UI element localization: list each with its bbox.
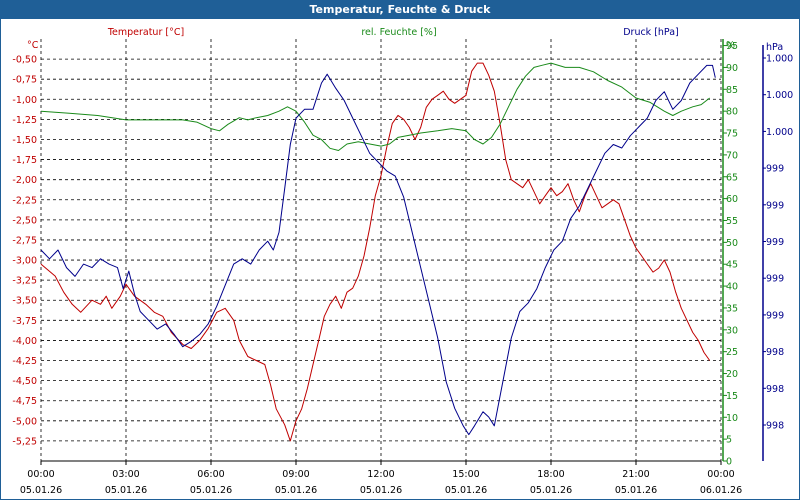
x-tick-date: 05.01.26 — [445, 485, 487, 496]
temperature-tick-label: -1,75 — [12, 155, 37, 166]
humidity-tick-label: 75 — [726, 129, 738, 140]
humidity-tick-label: 35 — [726, 303, 738, 314]
x-tick-time: 03:00 — [112, 469, 139, 480]
pressure-tick-label: 1.000 — [766, 90, 793, 101]
x-tick-date: 05.01.26 — [615, 485, 657, 496]
pressure-tick-label: 999 — [766, 310, 784, 321]
humidity-tick-label: 70 — [726, 150, 738, 161]
pressure-tick-label: 998 — [766, 384, 784, 395]
pressure-series-line — [40, 64, 716, 436]
humidity-tick-label: 40 — [726, 282, 738, 293]
pressure-tick-label: 999 — [766, 164, 784, 175]
humidity-tick-label: 20 — [726, 369, 738, 380]
temperature-tick-label: -2,75 — [12, 235, 37, 246]
x-tick-time: 15:00 — [452, 469, 479, 480]
humidity-unit-label: % — [726, 40, 735, 51]
temperature-series-line — [40, 62, 711, 442]
x-tick-date: 05.01.26 — [105, 485, 147, 496]
humidity-series-line — [40, 62, 711, 151]
temperature-tick-label: -5,25 — [12, 436, 37, 447]
x-tick-date: 05.01.26 — [360, 485, 402, 496]
pressure-tick-label: 1.000 — [766, 54, 793, 65]
humidity-tick-label: 25 — [726, 347, 738, 358]
temperature-tick-label: -3,75 — [12, 316, 37, 327]
temperature-tick-label: -1,50 — [12, 135, 37, 146]
temperature-tick-label: -2,00 — [12, 175, 37, 186]
temperature-tick-label: -1,00 — [12, 95, 37, 106]
x-tick-date: 05.01.26 — [530, 485, 572, 496]
temperature-tick-label: -5,00 — [12, 416, 37, 427]
humidity-tick-label: 90 — [726, 63, 738, 74]
temperature-tick-label: -3,50 — [12, 296, 37, 307]
x-tick-time: 12:00 — [367, 469, 394, 480]
x-tick-time: 06:00 — [197, 469, 224, 480]
temperature-tick-label: -4,25 — [12, 356, 37, 367]
legend-temperature: Temperatur [°C] — [107, 27, 184, 38]
humidity-tick-label: 65 — [726, 172, 738, 183]
humidity-tick-label: 0 — [726, 457, 732, 468]
humidity-tick-label: 50 — [726, 238, 738, 249]
pressure-unit-label: hPa — [766, 42, 783, 53]
temperature-unit-label: °C — [27, 40, 39, 51]
x-tick-date: 06.01.26 — [700, 485, 742, 496]
x-tick-date: 05.01.26 — [20, 485, 62, 496]
temperature-tick-label: -2,25 — [12, 195, 37, 206]
temperature-tick-label: -0,75 — [12, 75, 37, 86]
x-tick-date: 05.01.26 — [275, 485, 317, 496]
temperature-tick-label: -1,25 — [12, 115, 37, 126]
pressure-tick-label: 998 — [766, 421, 784, 432]
x-tick-time: 21:00 — [622, 469, 649, 480]
humidity-tick-label: 5 — [726, 435, 732, 446]
temperature-tick-label: -4,00 — [12, 336, 37, 347]
x-tick-time: 00:00 — [707, 469, 734, 480]
humidity-tick-label: 80 — [726, 107, 738, 118]
pressure-tick-label: 999 — [766, 274, 784, 285]
pressure-tick-label: 999 — [766, 200, 784, 211]
humidity-tick-label: 45 — [726, 260, 738, 271]
temperature-tick-label: -3,25 — [12, 276, 37, 287]
temperature-tick-label: -3,00 — [12, 256, 37, 267]
x-tick-time: 09:00 — [282, 469, 309, 480]
humidity-tick-label: 85 — [726, 85, 738, 96]
humidity-tick-label: 55 — [726, 216, 738, 227]
pressure-tick-label: 999 — [766, 237, 784, 248]
x-tick-time: 00:00 — [27, 469, 54, 480]
temperature-tick-label: -4,50 — [12, 376, 37, 387]
x-tick-time: 18:00 — [537, 469, 564, 480]
temperature-tick-label: -4,75 — [12, 396, 37, 407]
temperature-tick-label: -2,50 — [12, 215, 37, 226]
pressure-tick-label: 1.000 — [766, 127, 793, 138]
x-tick-date: 05.01.26 — [190, 485, 232, 496]
humidity-tick-label: 15 — [726, 391, 738, 402]
temperature-tick-label: -0,50 — [12, 55, 37, 66]
humidity-tick-label: 30 — [726, 325, 738, 336]
humidity-tick-label: 60 — [726, 194, 738, 205]
chart-title: Temperatur, Feuchte & Druck — [1, 1, 799, 19]
legend-humidity: rel. Feuchte [%] — [361, 27, 436, 38]
humidity-tick-label: 95 — [726, 41, 738, 52]
legend-pressure: Druck [hPa] — [623, 27, 679, 38]
pressure-tick-label: 998 — [766, 347, 784, 358]
humidity-tick-label: 10 — [726, 413, 738, 424]
